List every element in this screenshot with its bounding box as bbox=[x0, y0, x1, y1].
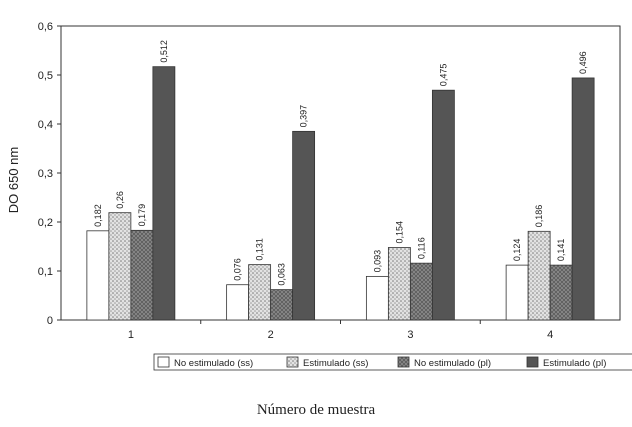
x-tick-label: 1 bbox=[128, 329, 134, 341]
y-tick-label: 0,6 bbox=[38, 21, 53, 33]
data-label: 0,131 bbox=[255, 238, 265, 261]
data-label: 0,093 bbox=[372, 250, 382, 273]
bar bbox=[409, 262, 433, 321]
bar bbox=[571, 77, 595, 321]
data-label: 0,26 bbox=[115, 191, 125, 209]
data-label: 0,116 bbox=[416, 237, 426, 259]
y-tick-label: 0,2 bbox=[38, 217, 53, 229]
legend-box bbox=[153, 353, 632, 371]
data-label: 0,512 bbox=[159, 40, 169, 63]
data-label: 0,124 bbox=[512, 239, 522, 262]
bar bbox=[292, 130, 316, 321]
data-label: 0,154 bbox=[394, 221, 404, 244]
legend-swatch bbox=[526, 356, 539, 368]
plot-area: 0 0,1 0,2 0,3 0,4 0,5 0,6 1 0,182 0,26 0,179 0,512 2… bbox=[38, 21, 621, 341]
y-tick-label: 0,3 bbox=[38, 168, 53, 180]
bar bbox=[549, 264, 573, 321]
bar bbox=[431, 89, 455, 321]
data-label: 0,063 bbox=[277, 263, 287, 286]
y-tick-label: 0,1 bbox=[38, 266, 53, 278]
bar bbox=[86, 230, 110, 321]
x-tick-label: 2 bbox=[268, 329, 274, 341]
y-axis-label: DO 650 nm bbox=[6, 147, 21, 213]
legend-label: Estimulado (pl) bbox=[543, 358, 606, 369]
legend-swatch bbox=[397, 356, 410, 368]
legend: No estimulado (ss) Estimulado (ss) No esti… bbox=[153, 353, 632, 371]
legend-swatch bbox=[157, 356, 170, 368]
data-label: 0,186 bbox=[534, 205, 544, 228]
legend-label: No estimulado (ss) bbox=[174, 358, 253, 369]
x-tick-label: 4 bbox=[547, 329, 553, 341]
bar bbox=[270, 289, 294, 321]
data-label: 0,475 bbox=[438, 64, 448, 87]
bar bbox=[152, 66, 176, 321]
legend-swatch bbox=[286, 356, 299, 368]
data-label: 0,141 bbox=[556, 239, 566, 262]
data-label: 0,179 bbox=[137, 204, 147, 227]
data-label: 0,397 bbox=[299, 105, 309, 128]
bar bbox=[505, 264, 529, 321]
legend-label: No estimulado (pl) bbox=[414, 358, 491, 369]
bar bbox=[130, 229, 154, 321]
bar bbox=[226, 284, 250, 321]
x-axis-label: Número de muestra bbox=[256, 402, 376, 418]
data-label: 0,496 bbox=[578, 51, 588, 74]
bar bbox=[365, 275, 389, 321]
y-tick-label: 0 bbox=[47, 315, 53, 327]
data-label: 0,182 bbox=[93, 204, 103, 227]
bar bbox=[387, 247, 411, 321]
bar bbox=[527, 230, 551, 321]
y-tick-label: 0,4 bbox=[38, 119, 53, 131]
legend-label: Estimulado (ss) bbox=[303, 358, 368, 369]
bar bbox=[248, 264, 272, 321]
bar bbox=[108, 212, 132, 321]
x-tick-label: 3 bbox=[407, 329, 413, 341]
data-label: 0,076 bbox=[233, 258, 243, 281]
y-tick-label: 0,5 bbox=[38, 70, 53, 82]
